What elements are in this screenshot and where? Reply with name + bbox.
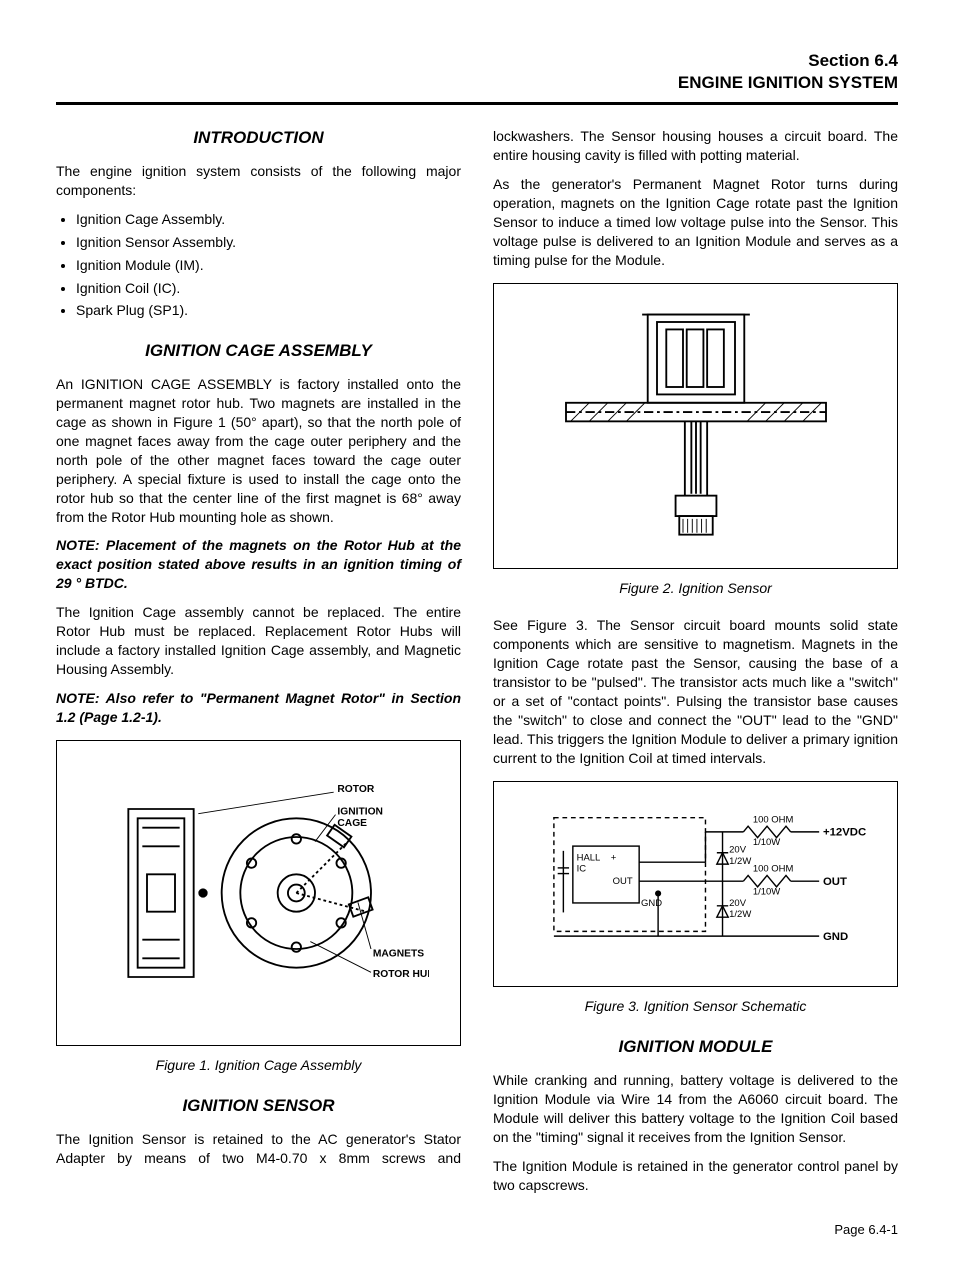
list-item: Ignition Sensor Assembly.	[76, 233, 461, 252]
cage-note2: NOTE: Also refer to "Permanent Magnet Ro…	[56, 689, 461, 727]
fig3-r2: 100 OHM	[752, 864, 793, 875]
section-number: Section 6.4	[56, 50, 898, 72]
fig3-gnd-pin: GND	[641, 898, 662, 909]
introduction-lead: The engine ignition system consists of t…	[56, 162, 461, 200]
fig1-label-ignition: IGNITION	[337, 807, 383, 818]
sensor-p3: See Figure 3. The Sensor circuit board m…	[493, 616, 898, 767]
list-item: Ignition Module (IM).	[76, 256, 461, 275]
page-header: Section 6.4 ENGINE IGNITION SYSTEM	[56, 50, 898, 94]
fig3-plus: +	[610, 853, 616, 864]
body-columns: INTRODUCTION The engine ignition system …	[56, 127, 898, 1194]
fig3-gnd: GND	[822, 931, 847, 943]
cage-assembly-diagram: ROTOR IGNITION CAGE MAGNETS ROTOR HUB	[89, 753, 429, 1033]
fig3-r1: 100 OHM	[752, 815, 793, 826]
cage-p1: An IGNITION CAGE ASSEMBLY is factory ins…	[56, 375, 461, 526]
fig1-label-cage: CAGE	[337, 818, 367, 829]
fig3-hall: HALL	[576, 853, 600, 864]
header-rule	[56, 102, 898, 105]
module-heading: IGNITION MODULE	[493, 1036, 898, 1059]
ignition-sensor-diagram	[546, 296, 846, 556]
fig3-z1b: 1/2W	[729, 857, 751, 868]
list-item: Ignition Cage Assembly.	[76, 210, 461, 229]
fig3-out: OUT	[822, 876, 846, 888]
figure-3-caption: Figure 3. Ignition Sensor Schematic	[493, 997, 898, 1016]
introduction-heading: INTRODUCTION	[56, 127, 461, 150]
fig1-label-magnets: MAGNETS	[372, 949, 423, 960]
section-title: ENGINE IGNITION SYSTEM	[56, 72, 898, 94]
module-p1: While cranking and running, battery volt…	[493, 1071, 898, 1147]
sensor-schematic: HALL + IC OUT GND 100 OHM 1/10W 20V 1/2W…	[516, 794, 876, 974]
module-p2: The Ignition Module is retained in the g…	[493, 1157, 898, 1195]
list-item: Ignition Coil (IC).	[76, 279, 461, 298]
fig3-z1: 20V	[729, 845, 747, 856]
fig1-label-rotorhub: ROTOR HUB	[372, 969, 428, 980]
component-list: Ignition Cage Assembly. Ignition Sensor …	[56, 210, 461, 320]
fig3-vdc: +12VDC	[822, 827, 865, 839]
fig3-z2b: 1/2W	[729, 910, 751, 921]
figure-1-caption: Figure 1. Ignition Cage Assembly	[56, 1056, 461, 1075]
figure-2-caption: Figure 2. Ignition Sensor	[493, 579, 898, 598]
fig3-ic: IC	[576, 864, 586, 875]
fig3-z2: 20V	[729, 898, 747, 909]
cage-p2: The Ignition Cage assembly cannot be rep…	[56, 603, 461, 679]
fig3-r2b: 1/10W	[752, 887, 779, 898]
sensor-heading: IGNITION SENSOR	[56, 1095, 461, 1118]
sensor-p2: As the generator's Permanent Magnet Roto…	[493, 175, 898, 269]
cage-heading: IGNITION CAGE ASSEMBLY	[56, 340, 461, 363]
list-item: Spark Plug (SP1).	[76, 301, 461, 320]
figure-3: HALL + IC OUT GND 100 OHM 1/10W 20V 1/2W…	[493, 781, 898, 987]
figure-2	[493, 283, 898, 569]
fig1-label-rotor: ROTOR	[337, 785, 374, 796]
fig3-r1b: 1/10W	[752, 838, 779, 849]
figure-1: ROTOR IGNITION CAGE MAGNETS ROTOR HUB	[56, 740, 461, 1046]
cage-note1: NOTE: Placement of the magnets on the Ro…	[56, 536, 461, 593]
page-footer: Page 6.4-1	[56, 1221, 898, 1239]
fig3-out-pin: OUT	[612, 876, 632, 887]
